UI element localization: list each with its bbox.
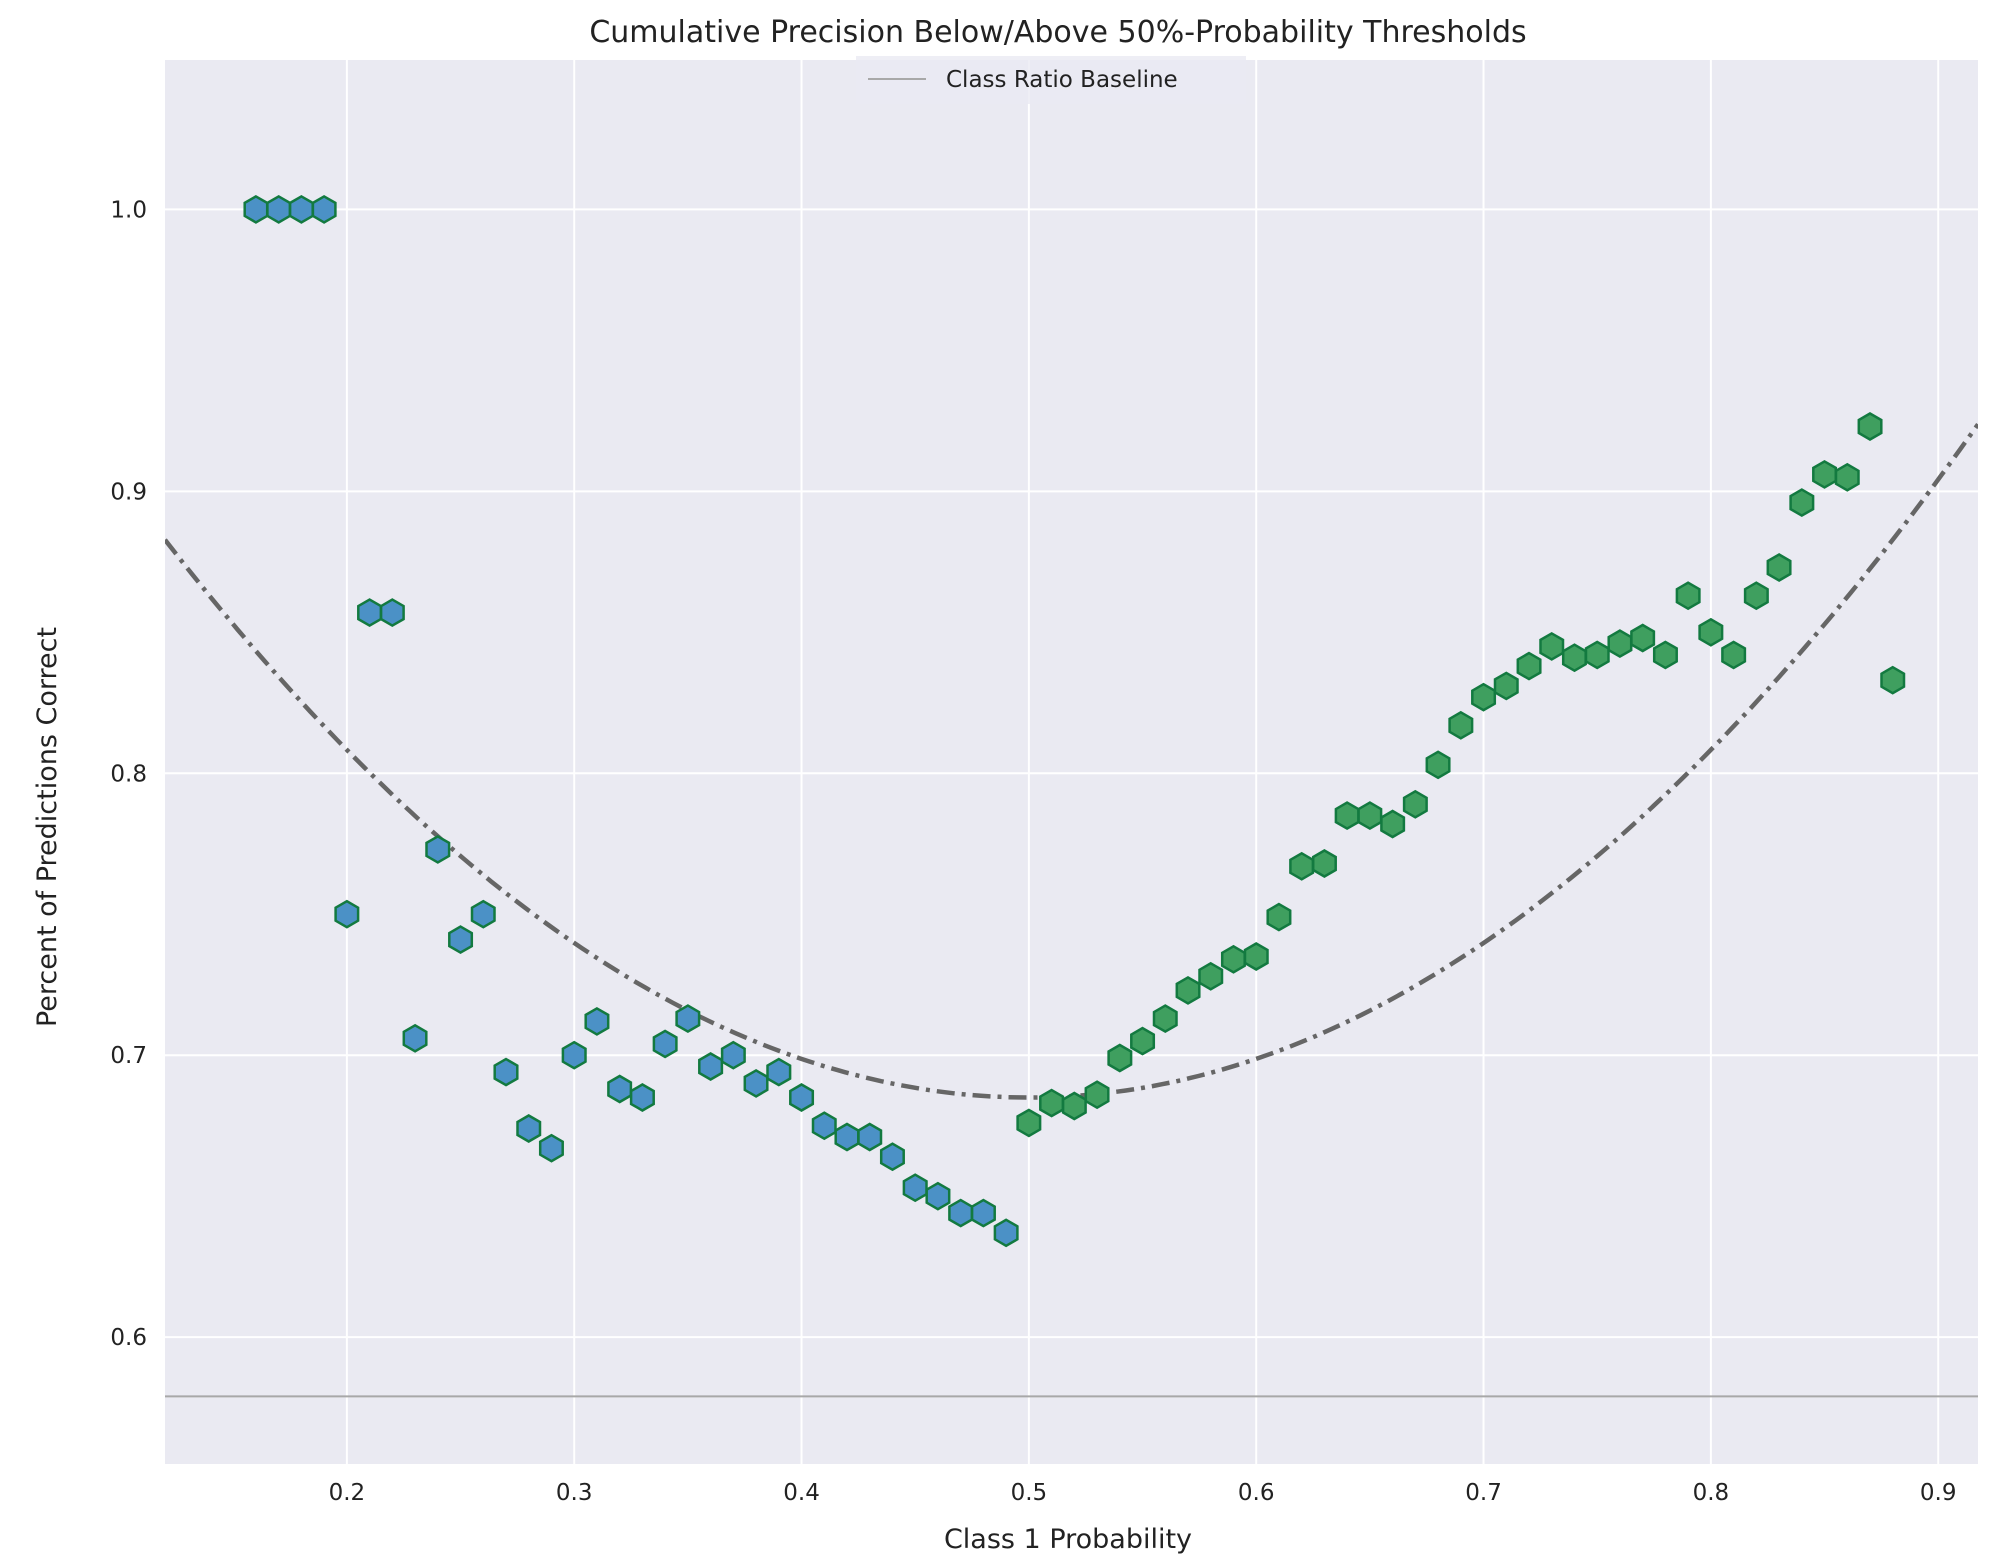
- above-threshold-point: [1175, 975, 1201, 1005]
- below-threshold-point: [879, 1142, 905, 1172]
- above-threshold-point: [1084, 1080, 1110, 1110]
- above-threshold-point: [1334, 801, 1360, 831]
- above-threshold-point: [1607, 629, 1633, 659]
- y-axis-label: Percent of Predictions Correct: [32, 627, 63, 1027]
- below-threshold-point: [584, 1006, 610, 1036]
- above-threshold-point: [1630, 623, 1656, 653]
- above-threshold-point: [1857, 412, 1883, 441]
- below-threshold-point: [470, 899, 496, 929]
- x-tick-label: 0.5: [1011, 1480, 1048, 1506]
- x-axis-label: Class 1 Probability: [944, 1524, 1192, 1555]
- below-threshold-point: [902, 1173, 928, 1203]
- x-tick-label: 0.4: [783, 1480, 820, 1506]
- x-tick-label: 0.7: [1465, 1480, 1502, 1506]
- below-threshold-point: [652, 1029, 678, 1059]
- x-tick-label: 0.2: [329, 1480, 366, 1506]
- below-threshold-point: [970, 1198, 996, 1228]
- x-tick-label: 0.6: [1238, 1480, 1275, 1506]
- above-threshold-point: [1743, 581, 1769, 611]
- above-threshold-point: [1380, 809, 1406, 839]
- below-threshold-point: [675, 1004, 701, 1034]
- above-threshold-point: [1243, 942, 1269, 971]
- y-tick-label: 0.7: [110, 1043, 147, 1069]
- below-threshold-point: [425, 834, 451, 864]
- above-threshold-point: [1357, 801, 1383, 831]
- below-threshold-point: [379, 598, 405, 628]
- above-threshold-point: [1311, 849, 1337, 878]
- below-threshold-point: [357, 598, 383, 628]
- below-threshold-point: [538, 1133, 564, 1163]
- below-threshold-point: [948, 1198, 974, 1228]
- above-threshold-point: [1107, 1043, 1133, 1073]
- below-threshold-point: [857, 1122, 883, 1152]
- above-threshold-point: [1539, 631, 1565, 661]
- below-threshold-point: [266, 194, 292, 224]
- above-threshold-point: [1834, 462, 1860, 492]
- above-threshold-point: [1766, 553, 1792, 582]
- above-threshold-point: [1721, 640, 1747, 670]
- below-threshold-point: [629, 1083, 655, 1112]
- above-threshold-point: [1516, 651, 1542, 681]
- below-threshold-point: [402, 1023, 428, 1053]
- below-threshold-point: [561, 1040, 587, 1070]
- above-threshold-point: [1198, 961, 1224, 991]
- x-tick-label: 0.3: [556, 1480, 593, 1506]
- below-threshold-point: [698, 1052, 724, 1081]
- y-tick-label: 0.8: [110, 761, 147, 787]
- below-threshold-point: [516, 1114, 542, 1143]
- below-threshold-point: [925, 1181, 951, 1211]
- below-threshold-point: [493, 1057, 519, 1087]
- below-threshold-point: [288, 194, 314, 224]
- above-threshold-point: [1061, 1091, 1087, 1121]
- above-threshold-point: [1220, 944, 1246, 974]
- above-threshold-point: [1652, 640, 1678, 670]
- below-threshold-point: [811, 1111, 837, 1141]
- above-threshold-point: [1561, 643, 1587, 673]
- above-threshold-point: [1493, 671, 1519, 701]
- x-tick-label: 0.8: [1693, 1480, 1730, 1506]
- above-threshold-point: [1698, 617, 1724, 647]
- above-threshold-point: [1039, 1088, 1065, 1118]
- y-tick-label: 0.9: [110, 479, 147, 505]
- above-threshold-point: [1471, 682, 1497, 712]
- legend-label: Class Ratio Baseline: [946, 67, 1178, 93]
- above-threshold-point: [1880, 665, 1906, 695]
- above-threshold-point: [1152, 1004, 1178, 1034]
- below-threshold-point: [834, 1122, 860, 1152]
- chart-title: Cumulative Precision Below/Above 50%-Pro…: [589, 15, 1526, 50]
- above-threshold-point: [1812, 459, 1838, 489]
- above-threshold-point: [1448, 710, 1474, 740]
- y-tick-label: 0.6: [110, 1325, 147, 1351]
- below-threshold-point: [607, 1074, 633, 1104]
- below-threshold-point: [720, 1040, 746, 1070]
- above-threshold-point: [1289, 851, 1315, 881]
- above-threshold-point: [1789, 488, 1815, 518]
- plot-area: 0.2 0.3 0.4 0.5 0.6 0.7 0.8 0.9 0.6 0.7 0.8 0.9 1.0 C…: [110, 56, 1978, 1506]
- above-threshold-point: [1584, 640, 1610, 670]
- above-threshold-point: [1402, 789, 1428, 819]
- below-threshold-point: [789, 1083, 815, 1112]
- below-threshold-point: [243, 194, 269, 224]
- below-threshold-point: [311, 194, 337, 224]
- above-threshold-point: [1130, 1026, 1156, 1056]
- below-threshold-point: [743, 1068, 769, 1098]
- above-threshold-point: [1425, 750, 1451, 780]
- below-threshold-point: [993, 1218, 1019, 1248]
- y-tick-label: 1.0: [110, 197, 147, 223]
- below-threshold-point: [334, 899, 360, 929]
- above-threshold-point: [1266, 902, 1292, 932]
- plot-background: [165, 60, 1978, 1464]
- above-threshold-point: [1016, 1108, 1042, 1138]
- below-threshold-point: [766, 1057, 792, 1087]
- below-threshold-point: [448, 925, 474, 955]
- above-threshold-point: [1675, 581, 1701, 611]
- x-tick-label: 0.9: [1920, 1480, 1957, 1506]
